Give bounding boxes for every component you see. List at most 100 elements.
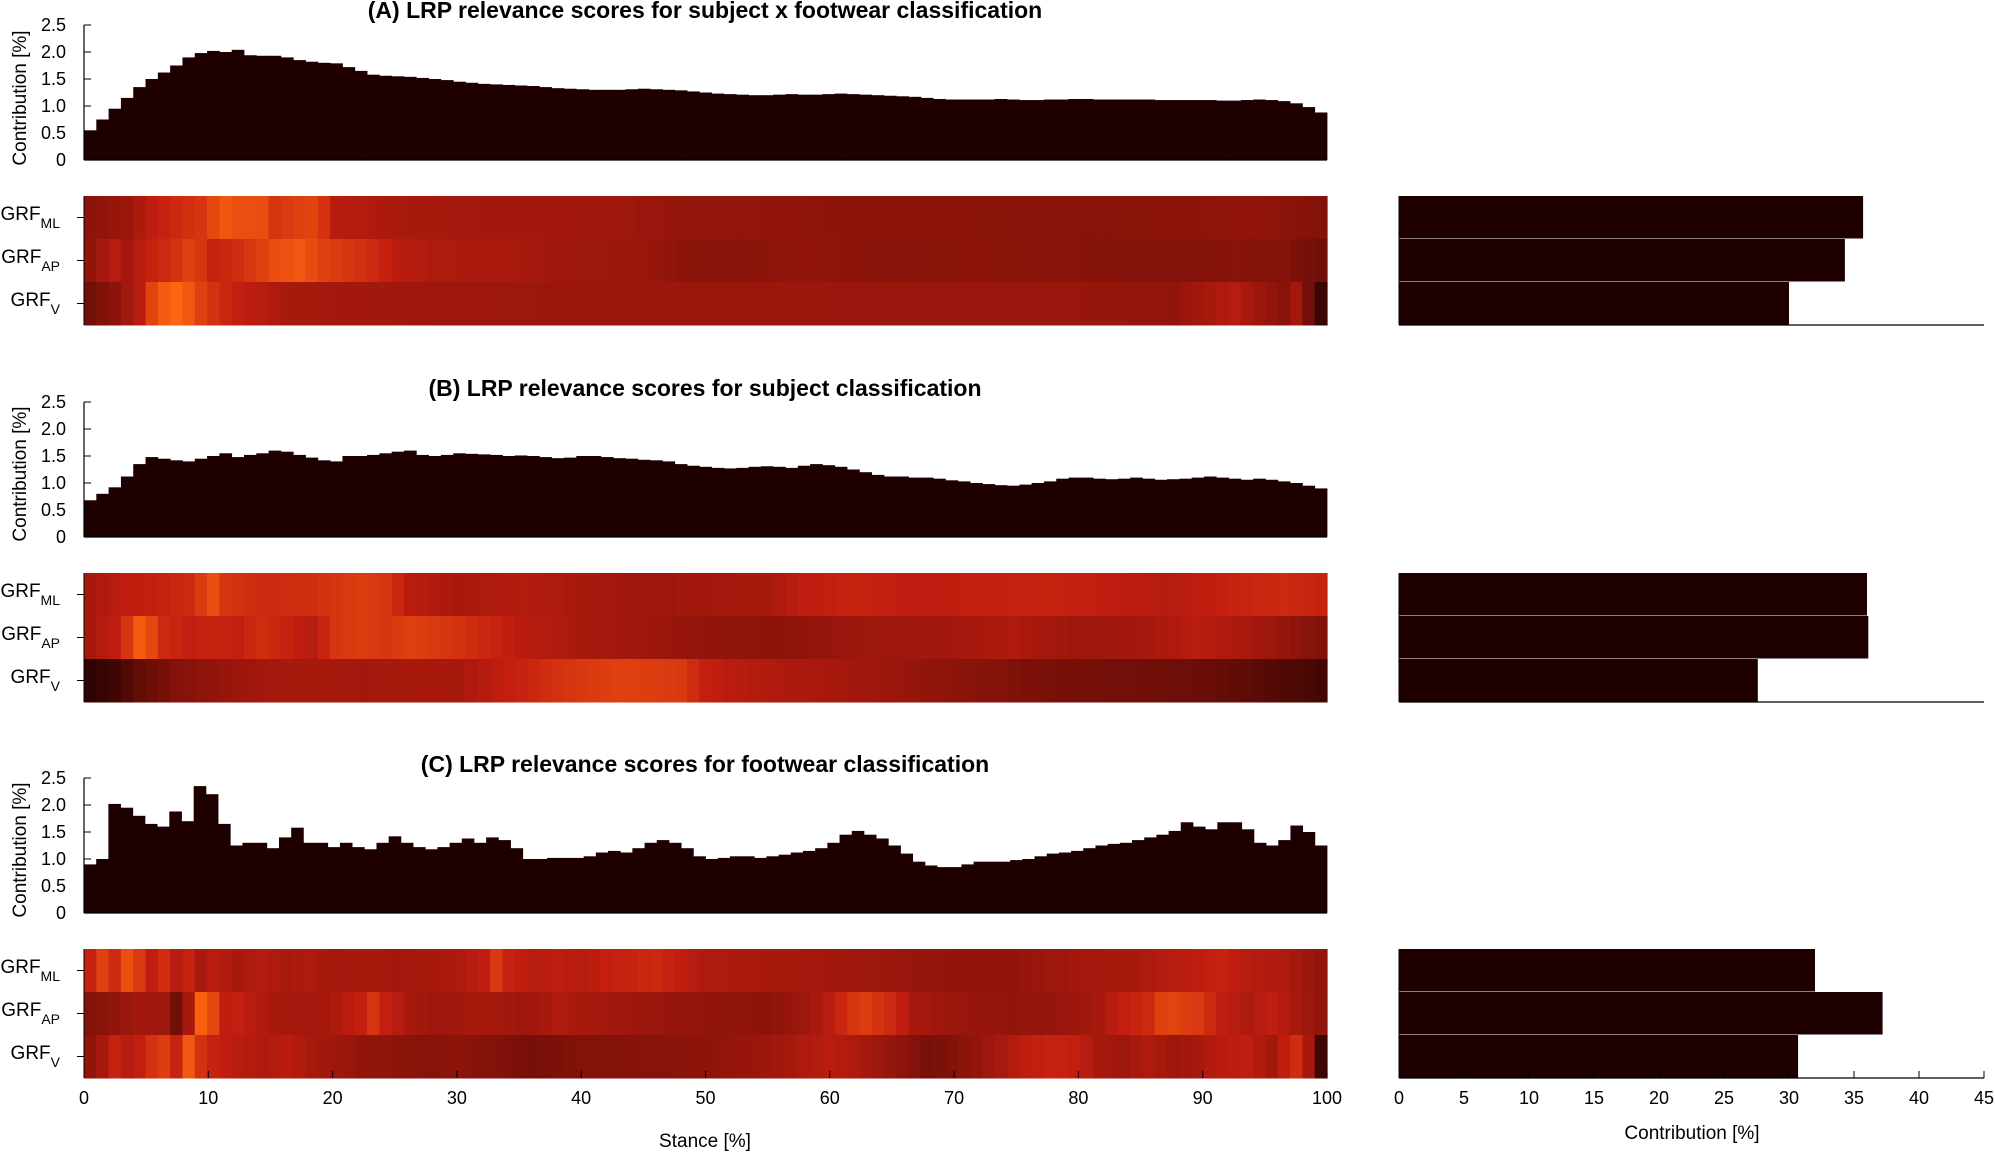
panel-a-heat-cell — [440, 282, 454, 326]
panel-c-heat-cell — [723, 1035, 737, 1079]
panel-c-heat-cell — [1228, 992, 1242, 1036]
panel-c-heat-cell — [145, 949, 159, 993]
panel-b-heat-cell — [847, 573, 860, 617]
panel-c-heat-cell — [391, 949, 405, 993]
panel-a-heat-cell — [428, 239, 442, 283]
panel-c-heat-cell — [231, 992, 245, 1036]
panel-c-bar — [291, 827, 304, 913]
panel-c-heat-cell — [280, 949, 294, 993]
panel-b-heat-cell — [871, 616, 885, 660]
panel-c-heat-cell — [650, 1035, 664, 1079]
panel-a-heat-cell — [723, 196, 737, 240]
panel-a-heat-cell — [502, 239, 516, 283]
panel-b-heat-cell — [514, 616, 528, 660]
panel-c-bar — [510, 848, 524, 913]
panel-b-heat-cell — [810, 573, 824, 617]
panel-b-heat-cell — [1290, 616, 1303, 660]
panel-a-bar — [391, 76, 405, 160]
panel-a-heat-cell — [748, 282, 762, 326]
panel-c-bar — [1217, 822, 1230, 913]
panel-c-heat-cell — [834, 949, 848, 993]
panel-b-bar — [896, 476, 909, 537]
panel-b-heat-cell — [625, 616, 639, 660]
panel-a-bar — [871, 95, 885, 160]
panel-b-heat-cell — [231, 616, 245, 660]
panel-a-heat-cell — [945, 282, 959, 326]
panel-b-heat-cell — [674, 659, 688, 703]
panel-c-bar — [839, 834, 853, 913]
panel-c-bar — [1046, 853, 1060, 913]
panel-c-heat-cell — [1154, 1035, 1168, 1079]
panel-a-heat-cell — [305, 239, 319, 283]
panel-b-heat-cell — [699, 659, 713, 703]
panel-b-ytick-label: 1.0 — [41, 473, 66, 493]
panel-b-bar — [1007, 485, 1020, 537]
panel-a-heat-cell — [1179, 196, 1193, 240]
panel-c-heat-cell — [465, 949, 479, 993]
panel-a-bar — [994, 98, 1008, 160]
panel-b-heat-cell — [1068, 616, 1082, 660]
panel-a-heat-cell — [391, 282, 405, 326]
panel-c-heat-cell — [994, 1035, 1008, 1079]
panel-a-bar — [490, 84, 503, 160]
panel-b-heat-cell — [428, 573, 442, 617]
panel-a-heat-cell — [785, 239, 799, 283]
panel-c-bar — [534, 859, 548, 913]
panel-b-heat-cell — [133, 659, 147, 703]
panel-a-heat-cell — [1314, 239, 1328, 283]
panel-c-heat-cell — [1093, 949, 1107, 993]
panel-a-heat-cell — [490, 239, 504, 283]
panel-a-heat-cell — [84, 196, 97, 240]
panel-a-heat-cell — [133, 239, 147, 283]
panel-b-bar — [859, 472, 873, 537]
panel-a-heat-cell — [994, 282, 1008, 326]
panel-a-heat-cell — [896, 282, 910, 326]
panel-a-heat-cell — [1130, 239, 1143, 283]
panel-a-bar — [625, 89, 639, 160]
panel-b-heat-cell — [1265, 659, 1279, 703]
panel-a-heat-cell — [330, 239, 344, 283]
panel-c-heat-cell — [711, 949, 725, 993]
panel-c-bar — [1071, 850, 1084, 913]
panel-a-heat-cell — [1142, 282, 1156, 326]
panel-b-bar — [711, 467, 725, 537]
panel-c-heat-cell — [317, 949, 331, 993]
panel-a-heat-cell — [280, 282, 294, 326]
panel-a-heat-cell — [539, 282, 553, 326]
panel-a-heat-cell — [637, 282, 651, 326]
panel-b-heat-cell — [170, 659, 184, 703]
panel-a-heat-cell — [945, 196, 959, 240]
panel-a-bar — [231, 49, 245, 161]
panel-b-heat-cell — [723, 573, 737, 617]
panel-b-bar — [957, 481, 971, 537]
panel-a-heat-cell — [293, 239, 307, 283]
panel-a-bar — [650, 89, 663, 160]
stance-tick-label: 100 — [1312, 1088, 1342, 1108]
panel-b-heat-cell — [1130, 573, 1143, 617]
panel-b-heat-cell — [145, 616, 159, 660]
panel-b-heat-cell — [477, 659, 491, 703]
panel-c-bar — [1034, 856, 1048, 913]
panel-c-bar — [985, 861, 999, 913]
panel-c-heat-cell — [120, 1035, 134, 1079]
panel-a-heat-cell — [711, 282, 725, 326]
panel-a-heat-cell — [563, 196, 577, 240]
panel-a-heat-cell — [588, 196, 602, 240]
panel-c-heat-cell — [736, 992, 750, 1036]
panel-c-bar — [339, 842, 353, 913]
panel-c-heat-cell — [834, 992, 848, 1036]
panel-b-heat-cell — [108, 659, 122, 703]
panel-c-bar — [1266, 845, 1279, 913]
panel-b-heat-cell — [317, 659, 331, 703]
panel-c-heat-cell — [367, 1035, 380, 1079]
panel-b-heat-cell — [157, 616, 171, 660]
panel-a-bar — [797, 94, 811, 160]
panel-a-bar — [1080, 98, 1094, 160]
panel-c-heat-cell — [822, 1035, 836, 1079]
panel-b-heat-cell — [810, 659, 824, 703]
panel-b-heat-cell — [736, 659, 750, 703]
panel-b-heat-cell — [1007, 573, 1020, 617]
panel-b-heat-cell — [1191, 659, 1205, 703]
panel-a-heat-cell — [403, 282, 417, 326]
